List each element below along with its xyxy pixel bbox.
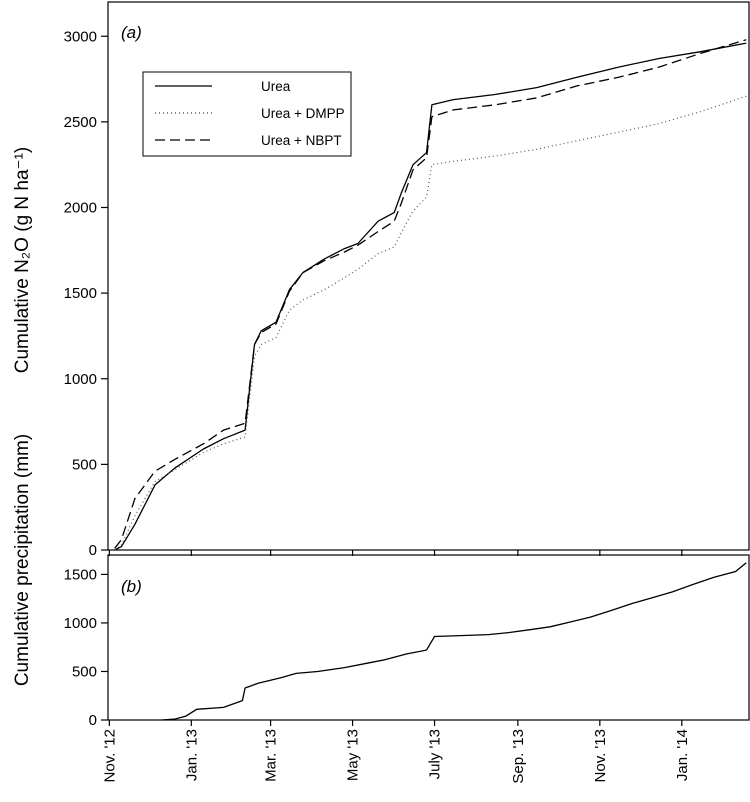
panel-b-y-tick-label-1000: 1000	[64, 615, 97, 632]
panel-a-label: (a)	[121, 23, 142, 42]
panel-b-y-tick-label-0: 0	[89, 712, 97, 729]
x-axis: Nov. '12 Jan. '13 Mar. '13 May '13 July '13 S…	[101, 550, 691, 784]
x-tick-label-1: Jan. '13	[183, 729, 200, 781]
legend: Urea Urea + DMPP Urea + NBPT	[142, 71, 352, 157]
panel-b-y-tick-label-500: 500	[72, 663, 97, 680]
panel-b-y-axis: 0 500 1000 1500	[64, 566, 108, 729]
panel-b-y-tick-label-1500: 1500	[64, 566, 97, 583]
panel-a-frame	[107, 1, 750, 551]
panel-b-series	[161, 562, 747, 721]
panel-a-y-tick-label-2000: 2000	[64, 200, 97, 217]
legend-label-urea-dmpp: Urea + DMPP	[261, 106, 345, 121]
x-tick-label-6: Nov. '13	[592, 729, 609, 782]
panel-a-series	[114, 39, 747, 551]
panel-a-y-tick-label-3000: 3000	[64, 28, 97, 45]
legend-label-urea: Urea	[261, 79, 291, 94]
x-tick-label-3: May '13	[345, 729, 362, 781]
panel-a-y-tick-label-0: 0	[89, 542, 97, 559]
panel-a-y-tick-label-500: 500	[72, 456, 97, 473]
series-line-urea	[114, 42, 747, 551]
x-tick-label-7: Jan. '14	[674, 729, 691, 781]
series-line-urea-dmpp	[114, 95, 747, 551]
panel-a-y-tick-label-1500: 1500	[64, 285, 97, 302]
panel-b-frame	[107, 554, 750, 721]
x-tick-label-2: Mar. '13	[263, 729, 280, 782]
panel-b-y-axis-label: Cumulative precipitation (mm)	[12, 434, 33, 686]
panel-a-y-tick-label-1000: 1000	[64, 371, 97, 388]
panel-b-label: (b)	[121, 577, 142, 596]
x-tick-label-5: Sep. '13	[510, 729, 527, 784]
panel-a-y-axis-label: Cumulative N₂O (g N ha⁻¹)	[12, 147, 33, 373]
series-line-urea-nbpt	[114, 39, 747, 549]
panel-a-y-tick-label-2500: 2500	[64, 114, 97, 131]
series-line-precipitation	[161, 562, 747, 721]
legend-box	[142, 71, 352, 157]
legend-label-urea-nbpt: Urea + NBPT	[261, 133, 342, 148]
x-tick-label-0: Nov. '12	[101, 729, 118, 782]
panel-a-y-axis: 0 500 1000 1500 2000 2500 3000	[64, 28, 108, 559]
x-tick-label-4: July '13	[427, 729, 444, 779]
